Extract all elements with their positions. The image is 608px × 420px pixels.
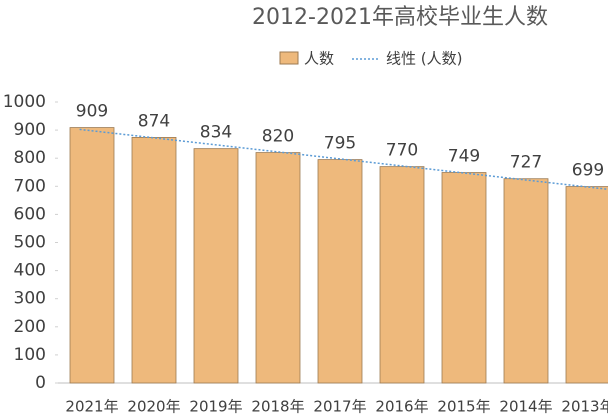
x-tick-label: 2017年 [313, 398, 366, 416]
bar [565, 186, 608, 384]
x-tick-label: 2018年 [251, 398, 304, 416]
y-tick-label: 600 [14, 204, 46, 224]
bar [193, 148, 239, 384]
bar [317, 159, 363, 384]
trendline [79, 128, 608, 191]
value-label: 834 [200, 123, 232, 143]
y-tick-label: 700 [14, 176, 46, 196]
x-tick-label: 2013年 [561, 398, 608, 416]
x-tick-label: 2021年 [65, 398, 118, 416]
y-tick-label: 100 [14, 345, 46, 365]
value-label: 770 [386, 141, 418, 161]
legend-label: 线性 (人数) [386, 50, 462, 68]
x-tick-label: 2016年 [375, 398, 428, 416]
bar [379, 166, 425, 384]
bar [69, 127, 115, 384]
value-label: 820 [262, 127, 294, 147]
value-label: 727 [510, 153, 542, 173]
y-tick-label: 800 [14, 148, 46, 168]
y-tick-label: 900 [14, 120, 46, 140]
bar [131, 137, 177, 384]
bar [503, 178, 549, 384]
y-tick-label: 200 [14, 317, 46, 337]
bar [255, 152, 301, 384]
x-tick-label: 2015年 [437, 398, 490, 416]
y-tick-label: 300 [14, 289, 46, 309]
value-label: 749 [448, 147, 480, 167]
chart-title: 2012-2021年高校毕业生人数 [252, 5, 548, 30]
y-tick-label: 400 [14, 261, 46, 281]
x-tick-label: 2014年 [499, 398, 552, 416]
x-tick-label: 2020年 [127, 398, 180, 416]
y-tick-label: 1000 [3, 92, 46, 112]
x-tick-label: 2019年 [189, 398, 242, 416]
value-label: 699 [572, 161, 604, 181]
bar [441, 172, 487, 384]
value-label: 795 [324, 134, 356, 154]
legend-label: 人数 [304, 50, 334, 68]
y-tick-label: 0 [35, 373, 46, 393]
y-tick-label: 500 [14, 233, 46, 253]
legend-swatch [279, 51, 299, 65]
value-label: 874 [138, 111, 170, 131]
value-label: 909 [76, 102, 108, 122]
